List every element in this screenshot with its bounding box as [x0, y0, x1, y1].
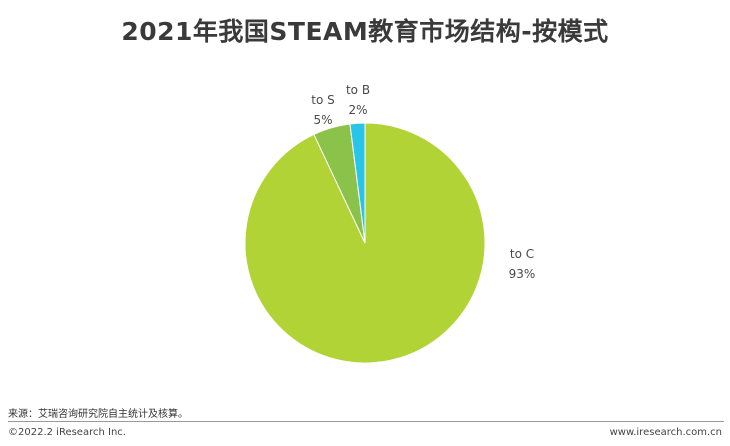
source-note: 来源：艾瑞咨询研究院自主统计及核算。 [8, 409, 188, 420]
slice-value-to-s: 5% [313, 113, 332, 127]
chart-title: 2021年我国STEAM教育市场结构-按模式 [121, 17, 609, 46]
slice-value-to-c: 93% [509, 267, 536, 281]
copyright-text: ©2022.2 iResearch Inc. [8, 427, 126, 438]
slice-value-to-b: 2% [348, 103, 367, 117]
slice-label-to-s: to S [311, 93, 334, 107]
footer-divider [8, 421, 724, 422]
website-link[interactable]: www.iresearch.com.cn [609, 427, 722, 438]
slice-label-to-b: to B [346, 83, 370, 97]
pie-slice-to-b [349, 122, 366, 244]
slice-label-to-c: to C [510, 247, 534, 261]
